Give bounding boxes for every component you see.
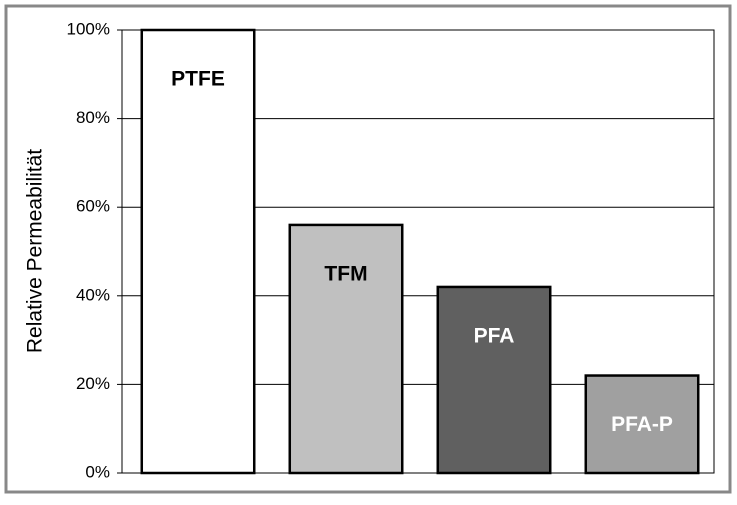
bar — [584, 374, 700, 475]
bar-label: PFA — [474, 324, 515, 347]
bar — [140, 28, 256, 475]
bar-label: TFM — [324, 262, 367, 285]
bar-label: PTFE — [171, 68, 225, 91]
y-axis-label: Relative Permeabilität — [24, 149, 47, 353]
y-tick-label: 80% — [76, 108, 110, 127]
bar — [436, 285, 552, 475]
y-tick-label: 100% — [67, 19, 110, 38]
y-tick-label: 20% — [76, 374, 110, 393]
y-tick-label: 40% — [76, 285, 110, 304]
bar — [288, 223, 404, 475]
y-tick-label: 0% — [85, 462, 110, 481]
bar-label: PFA-P — [611, 413, 673, 436]
y-tick-label: 60% — [76, 197, 110, 216]
